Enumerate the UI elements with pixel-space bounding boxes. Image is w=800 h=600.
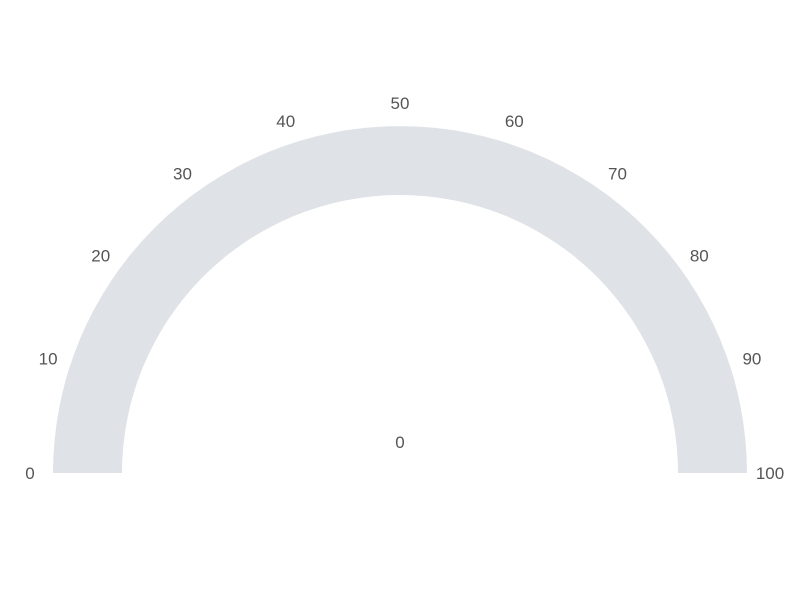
gauge-tick-label-60: 60 — [505, 112, 524, 131]
gauge-tick-label-100: 100 — [756, 464, 784, 483]
gauge-tick-label-50: 50 — [391, 94, 410, 113]
gauge-tick-label-80: 80 — [690, 247, 709, 266]
gauge-tick-label-0: 0 — [25, 464, 34, 483]
gauge-tick-label-70: 70 — [608, 165, 627, 184]
gauge-tick-label-20: 20 — [91, 247, 110, 266]
gauge-tick-label-10: 10 — [39, 350, 58, 369]
gauge-tick-labels: 0 10 20 30 40 50 60 70 80 90 100 — [25, 94, 784, 483]
gauge-tick-label-90: 90 — [742, 350, 761, 369]
gauge-track — [53, 126, 747, 473]
gauge-tick-label-40: 40 — [276, 112, 295, 131]
gauge-value-label: 0 — [395, 433, 404, 452]
gauge-tick-label-30: 30 — [173, 165, 192, 184]
